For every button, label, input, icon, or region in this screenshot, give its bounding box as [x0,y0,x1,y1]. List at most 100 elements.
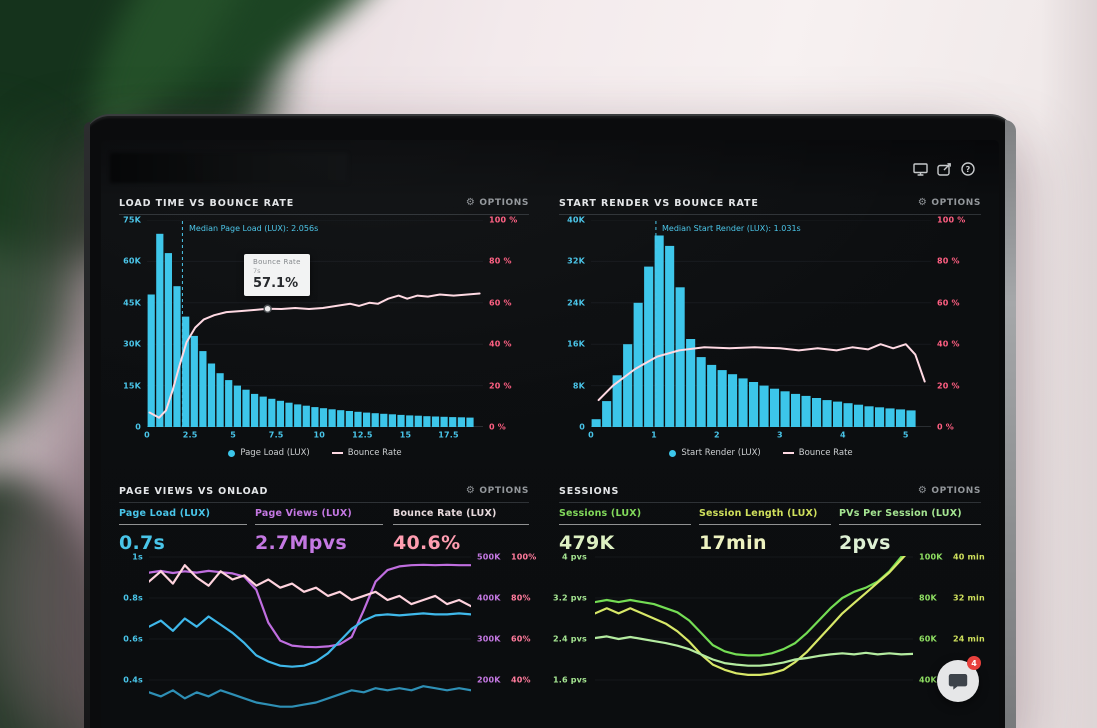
axis-tick-label: 24 min [953,634,985,644]
laptop: ? LOAD TIME VS BOUNCE RATE ⚙ OPTIONS Med… [84,114,1016,728]
metric-underline [393,524,529,525]
axis-tick-label: 0.8s [123,593,143,603]
background-wall [1040,0,1097,728]
axis-tick-label: 0 [588,430,594,440]
chart-tooltip: Bounce Rate 7s 57.1% [244,254,310,296]
options-button[interactable]: ⚙ OPTIONS [465,197,529,209]
axis-tick-label: 16K [567,339,585,349]
legend-label: Start Render (LUX) [681,448,761,458]
axis-tick-label: 300K [477,634,501,644]
tooltip-x-value: 7s [253,267,261,275]
legend-item[interactable]: Page Load (LUX) [228,448,310,458]
axis-tick-label: 3.2 pvs [552,593,587,603]
gear-icon: ⚙ [917,197,928,208]
options-label: OPTIONS [479,198,529,208]
options-button[interactable]: ⚙ OPTIONS [917,197,981,209]
panel-title: PAGE VIEWS VS ONLOAD [119,485,269,497]
metric-underline [839,524,981,525]
panel-title: LOAD TIME VS BOUNCE RATE [119,197,295,209]
legend-item[interactable]: Bounce Rate [331,448,402,458]
axis-tick-label: 0.6s [123,634,143,644]
metric-bounce-rate: Bounce Rate (LUX) 40.6% [393,508,529,554]
panel-header: START RENDER VS BOUNCE RATE ⚙ OPTIONS [559,192,981,215]
axis-tick-label: 1s [132,552,143,562]
laptop-screen: ? LOAD TIME VS BOUNCE RATE ⚙ OPTIONS Med… [101,140,999,728]
axis-tick-label: 30K [123,339,141,349]
top-nav-blurred [110,153,348,183]
axis-tick-label: 4 [840,430,846,440]
axis-tick-label: 0 [579,422,585,432]
axis-tick-label: 10 [313,430,326,440]
metric-label: Page Views (LUX) [255,508,352,519]
tooltip-value: 57.1% [253,276,299,291]
svg-text:?: ? [966,165,971,174]
options-label: OPTIONS [931,486,981,496]
panel-header: SESSIONS ⚙ OPTIONS [559,480,981,503]
axis-tick-label: 100 % [937,215,966,225]
legend-dot-icon [228,449,236,457]
page-views-onload-line-chart[interactable] [149,556,471,728]
axis-tick-label: 40K [919,675,937,685]
axis-tick-label: 60 % [489,298,512,308]
axis-tick-label: 0 [135,422,141,432]
axis-tick-label: 20 % [937,381,960,391]
axis-tick-label: 15K [123,381,141,391]
axis-tick-label: 200K [477,675,501,685]
axis-tick-label: 40 min [953,552,985,562]
axis-tick-label: 40 % [489,339,512,349]
axis-tick-label: 40K [567,215,585,225]
metric-label: Session Length (LUX) [699,508,818,519]
axis-tick-label: 40 % [937,339,960,349]
panel-title: START RENDER VS BOUNCE RATE [559,197,759,209]
metric-value: 2pvs [839,532,891,554]
metric-underline [559,524,691,525]
legend-item[interactable]: Bounce Rate [782,448,853,458]
metric-label: Bounce Rate (LUX) [393,508,497,519]
panel-header: LOAD TIME VS BOUNCE RATE ⚙ OPTIONS [119,192,529,215]
metric-value: 479K [559,532,615,554]
metric-underline [255,524,383,525]
metric-underline [119,524,247,525]
metric-value: 2.7Mpvs [255,532,347,554]
chart-legend: Start Render (LUX) Bounce Rate [591,448,931,458]
load-time-histogram-chart[interactable] [147,220,483,427]
axis-tick-label: 2 [714,430,720,440]
axis-tick-label: 75K [123,215,141,225]
axis-tick-label: 12.5 [352,430,373,440]
gear-icon: ⚙ [465,197,476,208]
metric-value: 0.7s [119,532,166,554]
axis-tick-label: 7.5 [268,430,284,440]
gear-icon: ⚙ [465,485,476,496]
help-icon[interactable]: ? [961,162,975,176]
axis-tick-label: 1.6 pvs [552,675,587,685]
legend-label: Page Load (LUX) [240,448,310,458]
start-render-histogram-chart[interactable] [591,220,931,427]
options-button[interactable]: ⚙ OPTIONS [918,486,981,497]
axis-tick-label: 0.4s [123,675,143,685]
axis-tick-label: 1 [651,430,657,440]
panel-header: PAGE VIEWS VS ONLOAD ⚙ OPTIONS [119,480,529,503]
sessions-line-chart[interactable] [595,556,913,728]
notification-badge: 4 [967,656,981,670]
axis-tick-label: 0 % [489,422,506,432]
axis-tick-label: 2.5 [182,430,198,440]
metric-pvs-per-session: PVs Per Session (LUX) 2pvs [839,508,981,554]
axis-tick-label: 80 % [489,256,512,266]
axis-tick-label: 32 min [953,593,985,603]
axis-tick-label: 60% [511,634,531,644]
metric-value: 17min [699,532,767,554]
legend-dash-icon [782,452,794,454]
axis-tick-label: 8K [572,381,585,391]
options-button[interactable]: ⚙ OPTIONS [465,485,529,497]
axis-tick-label: 5 [230,430,237,440]
median-annotation: Median Start Render (LUX): 1.031s [662,224,801,233]
chat-button[interactable]: 4 [937,656,981,702]
export-icon[interactable] [937,162,952,176]
display-icon[interactable] [913,162,928,176]
legend-item[interactable]: Start Render (LUX) [669,448,761,458]
legend-dash-icon [331,452,343,454]
axis-tick-label: 80% [511,593,531,603]
metric-page-load: Page Load (LUX) 0.7s [119,508,247,554]
metric-session-length: Session Length (LUX) 17min [699,508,831,554]
